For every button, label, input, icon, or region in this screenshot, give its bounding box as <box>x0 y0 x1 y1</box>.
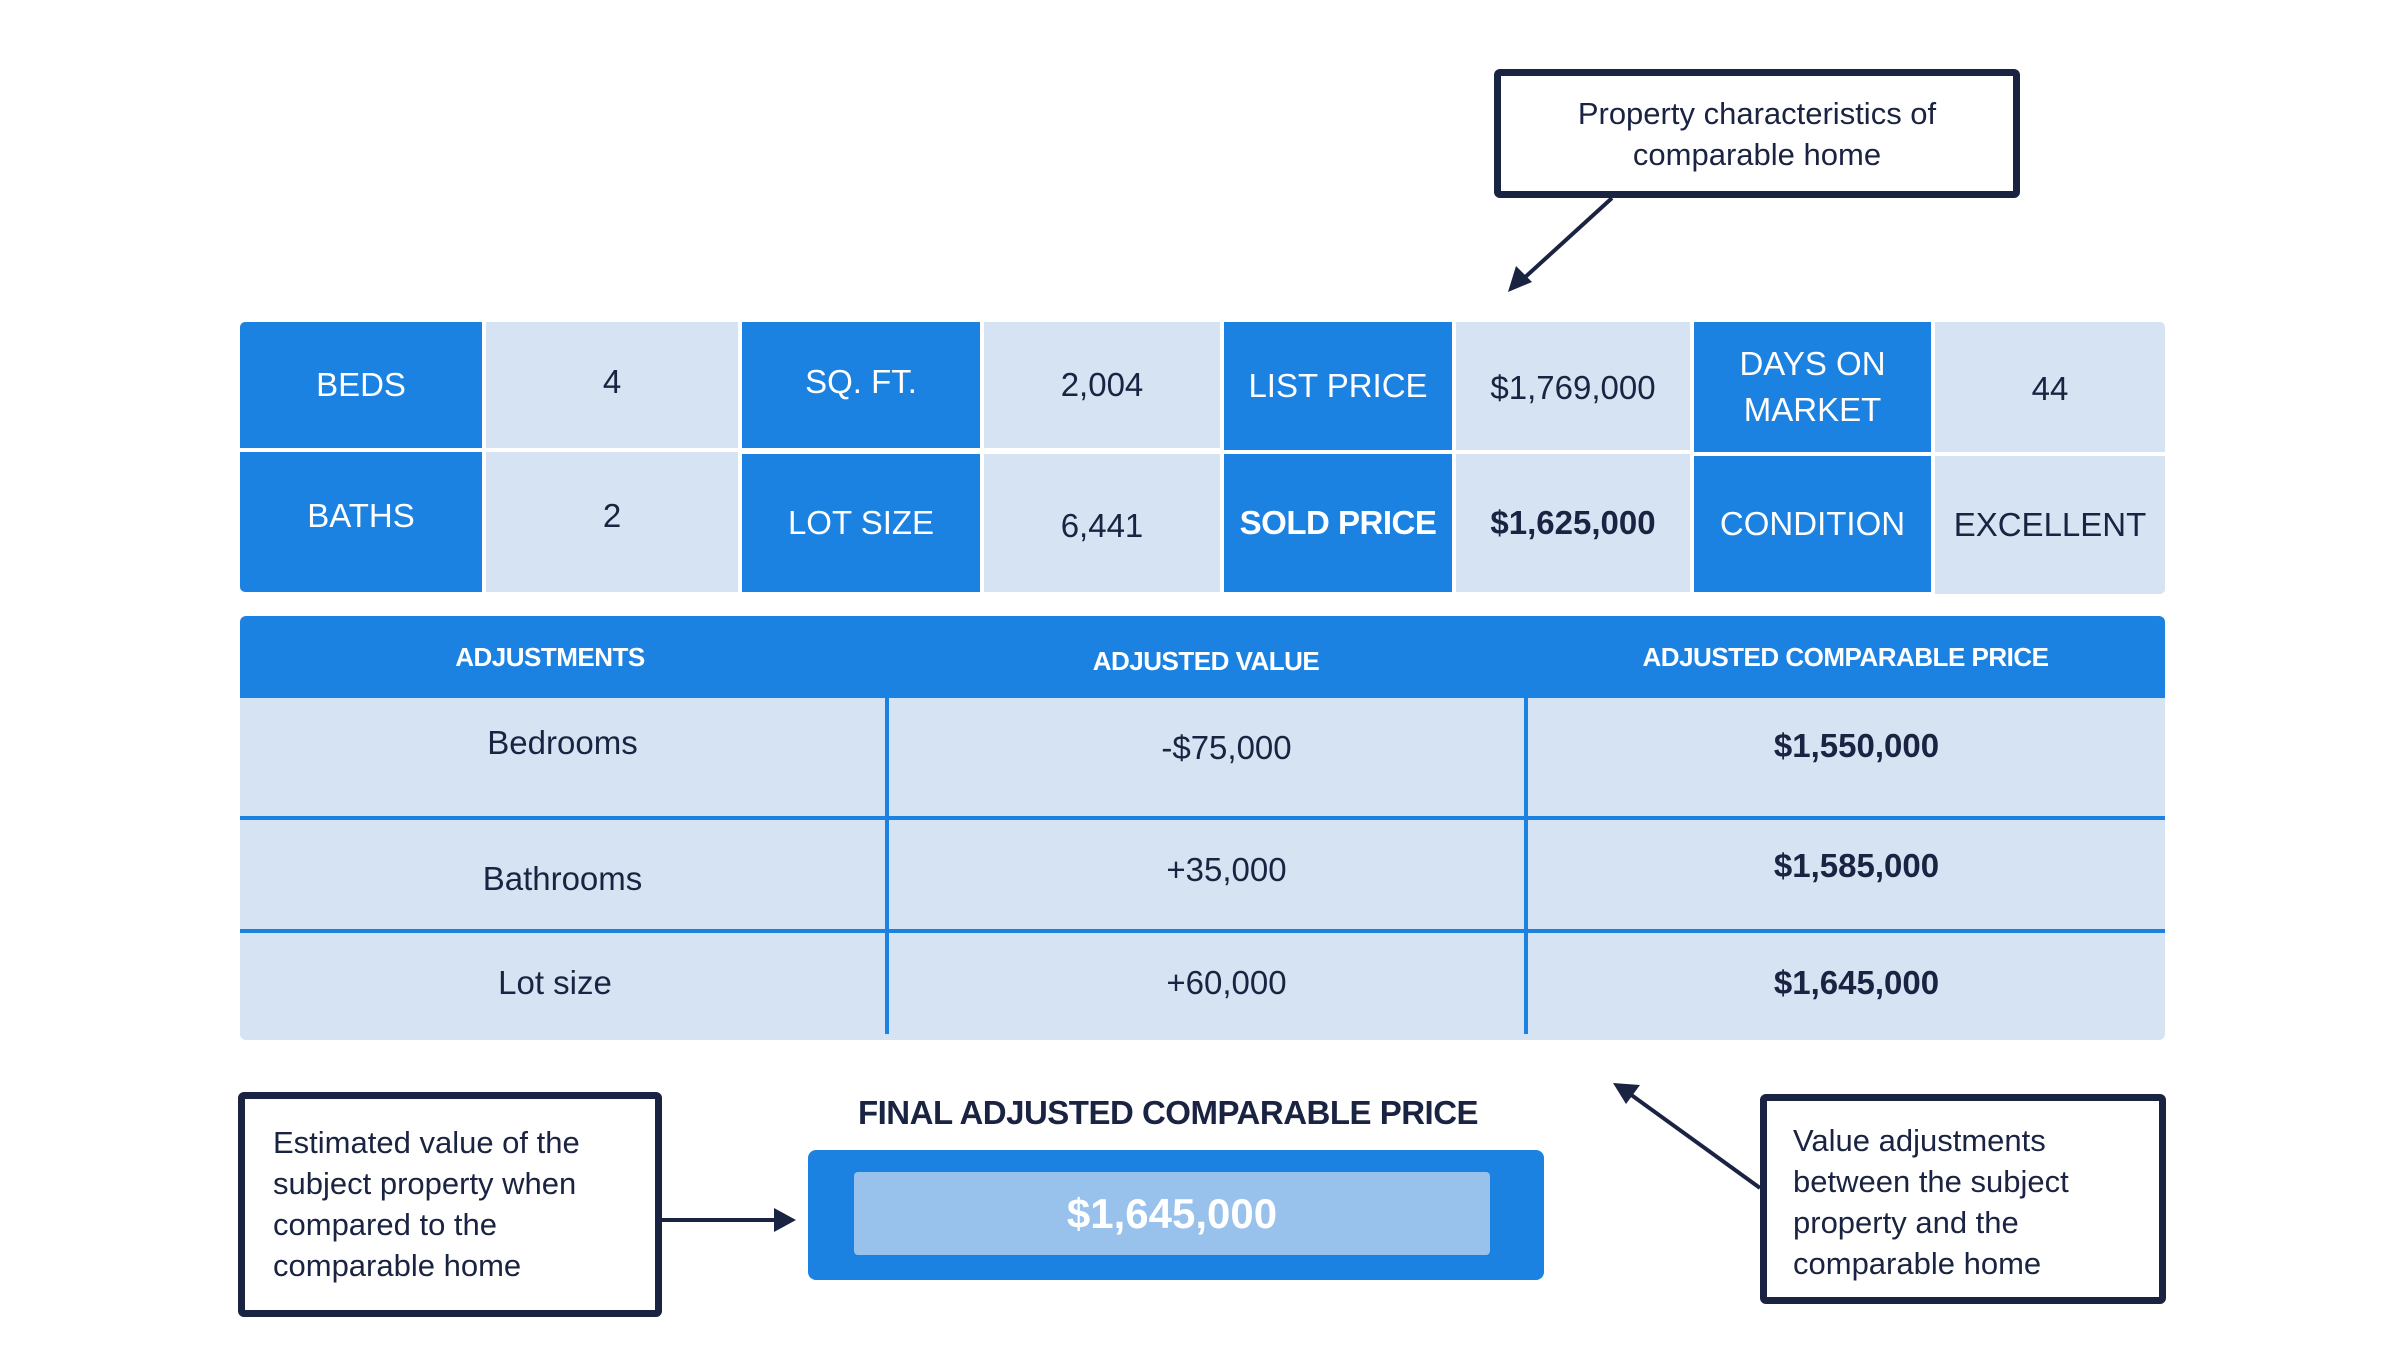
adj-price-bedrooms: $1,550,000 <box>1773 727 1940 764</box>
header-adjustments: ADJUSTMENTS <box>455 641 645 672</box>
final-price-title: FINAL ADJUSTED COMPARABLE PRICE <box>857 1094 1479 1131</box>
value-condition: EXCELLENT <box>1935 456 2165 594</box>
value-lot-size: 6,441 <box>984 454 1220 592</box>
final-price-box: $1,645,000 <box>808 1150 1544 1280</box>
column-divider <box>1524 698 1528 1034</box>
label-list-price: LIST PRICE <box>1224 322 1452 450</box>
adj-value-lot-size: +60,000 <box>1166 964 1287 1001</box>
label-beds: BEDS <box>240 322 482 448</box>
adjustments-header-row: ADJUSTMENTS ADJUSTED VALUE ADJUSTED COMP… <box>240 616 2165 698</box>
adj-value-bedrooms: -$75,000 <box>1161 729 1292 766</box>
label-sold-price: SOLD PRICE <box>1224 454 1452 592</box>
value-beds: 4 <box>486 322 738 448</box>
value-sold-price: $1,625,000 <box>1456 454 1690 592</box>
header-adjusted-comparable-price: ADJUSTED COMPARABLE PRICE <box>1642 641 2049 672</box>
label-lot-size: LOT SIZE <box>742 454 980 592</box>
callout-text: Value adjustments between the subject pr… <box>1793 1123 2069 1281</box>
callout-property-characteristics: Property characteristics of comparable h… <box>1494 69 2020 198</box>
row-divider <box>240 816 2165 820</box>
final-price-value: $1,645,000 <box>854 1172 1490 1255</box>
label-baths: BATHS <box>240 452 482 592</box>
value-days-on-market: 44 <box>1935 322 2165 452</box>
arrow-icon-top <box>1508 196 1614 292</box>
callout-estimated-value: Estimated value of the subject property … <box>238 1092 662 1317</box>
adj-price-bathrooms: $1,585,000 <box>1773 847 1940 884</box>
callout-value-adjustments: Value adjustments between the subject pr… <box>1760 1094 2166 1304</box>
adj-price-lot-size: $1,645,000 <box>1773 964 1940 1001</box>
arrow-icon-right <box>1613 1083 1762 1190</box>
header-adjusted-value: ADJUSTED VALUE <box>1092 645 1320 676</box>
adjustments-table: ADJUSTMENTS ADJUSTED VALUE ADJUSTED COMP… <box>240 616 2165 1040</box>
label-condition: CONDITION <box>1694 456 1931 592</box>
adj-item-lot-size: Lot size <box>498 964 612 1001</box>
value-list-price: $1,769,000 <box>1456 322 1690 450</box>
column-divider <box>885 698 889 1034</box>
adj-item-bedrooms: Bedrooms <box>487 724 638 761</box>
callout-text: Property characteristics of comparable h… <box>1577 95 1937 172</box>
label-days-on-market: DAYS ON MARKET <box>1694 322 1931 452</box>
row-divider <box>240 929 2165 933</box>
callout-text: Estimated value of the subject property … <box>273 1125 580 1283</box>
adjustments-body: Bedrooms -$75,000 $1,550,000 Bathrooms +… <box>240 698 2165 1040</box>
label-sqft: SQ. FT. <box>742 322 980 448</box>
value-sqft: 2,004 <box>984 322 1220 448</box>
value-baths: 2 <box>486 452 738 592</box>
adj-item-bathrooms: Bathrooms <box>482 859 643 897</box>
adj-value-bathrooms: +35,000 <box>1166 851 1287 888</box>
arrow-icon-left <box>662 1208 796 1232</box>
